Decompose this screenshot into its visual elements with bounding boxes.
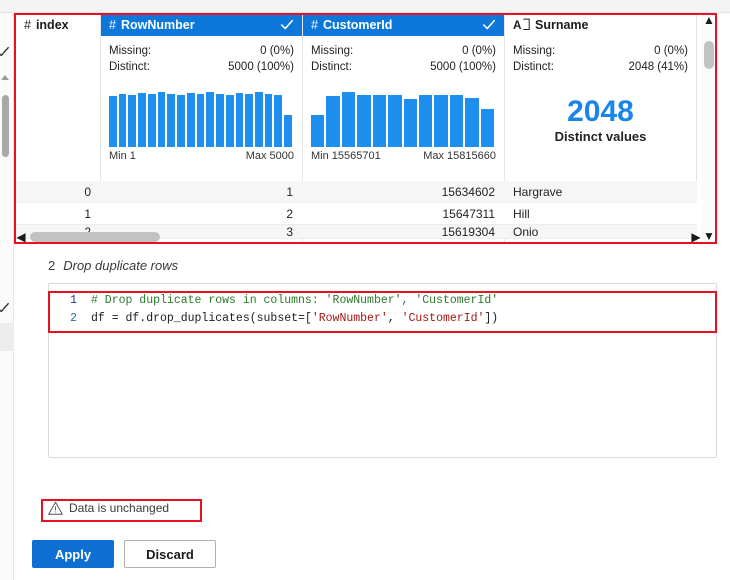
svg-text:A: A [513, 19, 522, 32]
